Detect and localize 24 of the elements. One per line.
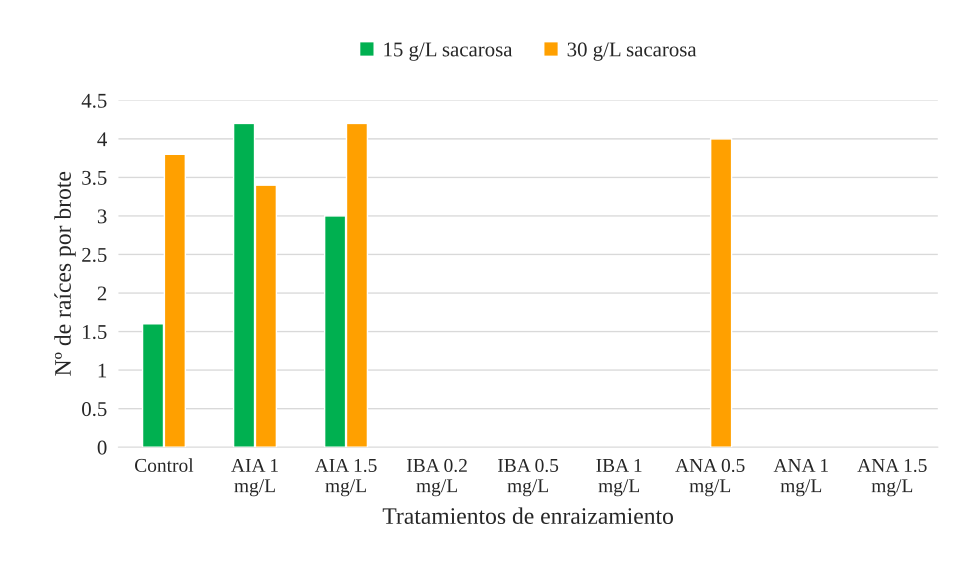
x-tick-label: IBA 1 mg/L bbox=[596, 458, 642, 496]
y-tick-label: 0.5 bbox=[82, 402, 106, 416]
y-tick-label: 2 bbox=[98, 286, 106, 300]
y-tick-label: 2.5 bbox=[82, 248, 106, 262]
y-tick-label: 4.5 bbox=[82, 94, 106, 108]
x-tick-label: IBA 0.5 mg/L bbox=[498, 458, 558, 496]
x-tick-label: AIA 1 mg/L bbox=[231, 458, 278, 496]
y-tick-label: 4 bbox=[97, 132, 107, 146]
y-tick-label: 3.5 bbox=[82, 170, 106, 185]
x-tick-label: AIA 1.5 mg/L bbox=[314, 458, 377, 496]
legend-label: 15 g/L sacarosa bbox=[384, 42, 512, 61]
y-tick-label: 1.5 bbox=[83, 325, 106, 340]
bar bbox=[710, 138, 732, 448]
x-tick-label: ANA 1.5 mg/L bbox=[857, 458, 927, 496]
x-tick-label: ANA 1 mg/L bbox=[774, 458, 828, 496]
y-tick-label: 0 bbox=[98, 440, 107, 455]
legend-label: 30 g/L sacarosa bbox=[568, 42, 696, 61]
x-tick-label: ANA 0.5 mg/L bbox=[675, 458, 745, 496]
x-tick-label: Control bbox=[135, 458, 194, 472]
x-tick-label: IBA 0.2 mg/L bbox=[406, 458, 467, 496]
y-axis-title: Nº de raíces por brote bbox=[54, 172, 76, 376]
y-tick-label: 3 bbox=[98, 209, 106, 224]
x-axis-title: Tratamientos de enraizamiento bbox=[382, 507, 673, 524]
y-tick-label: 1 bbox=[98, 364, 106, 378]
